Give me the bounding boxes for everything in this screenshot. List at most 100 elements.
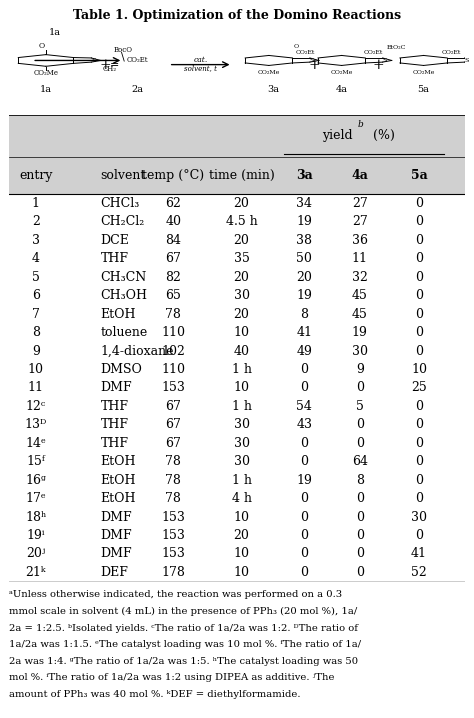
Text: 2: 2 xyxy=(32,215,40,228)
Text: b: b xyxy=(357,120,363,129)
Text: 0: 0 xyxy=(356,437,364,449)
Text: 4a: 4a xyxy=(336,85,347,94)
Text: 17ᵉ: 17ᵉ xyxy=(26,492,46,505)
Text: amount of PPh₃ was 40 mol %. ᵏDEF = diethylformamide.: amount of PPh₃ was 40 mol %. ᵏDEF = diet… xyxy=(9,690,301,699)
Text: 49: 49 xyxy=(296,345,312,358)
Text: 5: 5 xyxy=(32,271,40,284)
Text: mol %. ⁱThe ratio of 1a/2a was 1:2 using DIPEA as additive. ʲThe: mol %. ⁱThe ratio of 1a/2a was 1:2 using… xyxy=(9,673,335,682)
Text: 0: 0 xyxy=(415,234,423,247)
Text: 0: 0 xyxy=(415,529,423,542)
Text: 0: 0 xyxy=(356,381,364,394)
Text: CH₂Cl₂: CH₂Cl₂ xyxy=(100,215,145,228)
Text: 0: 0 xyxy=(301,529,309,542)
Text: 10: 10 xyxy=(28,363,44,376)
Text: 6: 6 xyxy=(32,289,40,302)
Text: 19: 19 xyxy=(296,215,312,228)
Text: 36: 36 xyxy=(352,234,368,247)
Text: 82: 82 xyxy=(165,271,181,284)
Text: 32: 32 xyxy=(352,271,368,284)
Text: CO₂Et: CO₂Et xyxy=(364,50,383,55)
Text: 10: 10 xyxy=(234,566,249,579)
Text: THF: THF xyxy=(100,419,128,432)
Text: 153: 153 xyxy=(161,381,185,394)
Text: 0: 0 xyxy=(301,363,309,376)
Text: Table 1. Optimization of the Domino Reactions: Table 1. Optimization of the Domino Reac… xyxy=(73,9,401,22)
Text: 0: 0 xyxy=(415,455,423,468)
Text: 2a = 1:2.5. ᵇIsolated yields. ᶜThe ratio of 1a/2a was 1:2. ᴰThe ratio of: 2a = 1:2.5. ᵇIsolated yields. ᶜThe ratio… xyxy=(9,623,358,633)
Text: 67: 67 xyxy=(165,400,181,413)
Text: S: S xyxy=(383,57,387,62)
Text: 4: 4 xyxy=(32,252,40,265)
Text: 15ᶠ: 15ᶠ xyxy=(27,455,45,468)
Text: 5a: 5a xyxy=(410,169,428,182)
Text: yield: yield xyxy=(322,129,353,142)
Text: THF: THF xyxy=(100,437,128,449)
Text: +: + xyxy=(372,57,384,72)
Text: THF: THF xyxy=(100,400,128,413)
Text: 41: 41 xyxy=(296,326,312,339)
Text: EtOH: EtOH xyxy=(100,307,136,321)
Text: 19ⁱ: 19ⁱ xyxy=(27,529,45,542)
Text: solvent, t: solvent, t xyxy=(184,64,217,72)
Text: 40: 40 xyxy=(234,345,249,358)
Text: 0: 0 xyxy=(415,474,423,487)
Text: 1,4-dioxane: 1,4-dioxane xyxy=(100,345,174,358)
Text: CO₂Me: CO₂Me xyxy=(258,70,280,75)
Text: 9: 9 xyxy=(356,363,364,376)
Text: 3a: 3a xyxy=(296,169,313,182)
Text: 0: 0 xyxy=(415,215,423,228)
Text: 67: 67 xyxy=(165,419,181,432)
Text: 0: 0 xyxy=(415,252,423,265)
Text: 41: 41 xyxy=(411,547,427,561)
Text: 4 h: 4 h xyxy=(232,492,252,505)
Text: 43: 43 xyxy=(296,419,312,432)
Text: 11: 11 xyxy=(352,252,368,265)
Text: 35: 35 xyxy=(234,252,249,265)
Text: 0: 0 xyxy=(415,289,423,302)
Text: S: S xyxy=(91,57,96,62)
Text: 78: 78 xyxy=(165,455,181,468)
Text: 0: 0 xyxy=(415,437,423,449)
Text: CH₂: CH₂ xyxy=(102,65,117,73)
Text: ᵃUnless otherwise indicated, the reaction was performed on a 0.3: ᵃUnless otherwise indicated, the reactio… xyxy=(9,590,343,600)
Text: 10: 10 xyxy=(411,363,427,376)
Text: 20: 20 xyxy=(234,307,249,321)
Text: cat.: cat. xyxy=(193,57,208,65)
Text: 45: 45 xyxy=(352,289,368,302)
Text: CO₂Et: CO₂Et xyxy=(296,50,315,55)
Text: (%): (%) xyxy=(368,129,394,142)
Text: +: + xyxy=(99,57,111,72)
Text: 21ᵏ: 21ᵏ xyxy=(26,566,46,579)
Text: 20: 20 xyxy=(234,197,249,210)
Text: 20: 20 xyxy=(296,271,312,284)
Text: 1a: 1a xyxy=(49,29,61,37)
Text: CH₃CN: CH₃CN xyxy=(100,271,147,284)
Text: 0: 0 xyxy=(356,492,364,505)
Text: 30: 30 xyxy=(234,419,249,432)
Text: CHCl₃: CHCl₃ xyxy=(100,197,140,210)
Text: 0: 0 xyxy=(415,271,423,284)
Text: 20: 20 xyxy=(234,234,249,247)
Text: 30: 30 xyxy=(352,345,368,358)
Text: 4.5 h: 4.5 h xyxy=(226,215,257,228)
Text: 1 h: 1 h xyxy=(232,400,252,413)
Text: 78: 78 xyxy=(165,474,181,487)
Text: DMF: DMF xyxy=(100,510,132,523)
Text: 7: 7 xyxy=(32,307,40,321)
Text: 30: 30 xyxy=(411,510,427,523)
Text: DMF: DMF xyxy=(100,529,132,542)
Text: 0: 0 xyxy=(301,381,309,394)
Text: 20: 20 xyxy=(234,529,249,542)
Text: 30: 30 xyxy=(234,437,249,449)
Text: 0: 0 xyxy=(301,437,309,449)
Text: 19: 19 xyxy=(352,326,368,339)
Text: 10: 10 xyxy=(234,510,249,523)
Text: 3: 3 xyxy=(32,234,40,247)
Text: DMSO: DMSO xyxy=(100,363,142,376)
Text: 5: 5 xyxy=(356,400,364,413)
Text: 110: 110 xyxy=(161,326,185,339)
Text: 16ᵍ: 16ᵍ xyxy=(26,474,46,487)
Text: 1 h: 1 h xyxy=(232,474,252,487)
Text: 0: 0 xyxy=(356,510,364,523)
Text: 67: 67 xyxy=(165,252,181,265)
